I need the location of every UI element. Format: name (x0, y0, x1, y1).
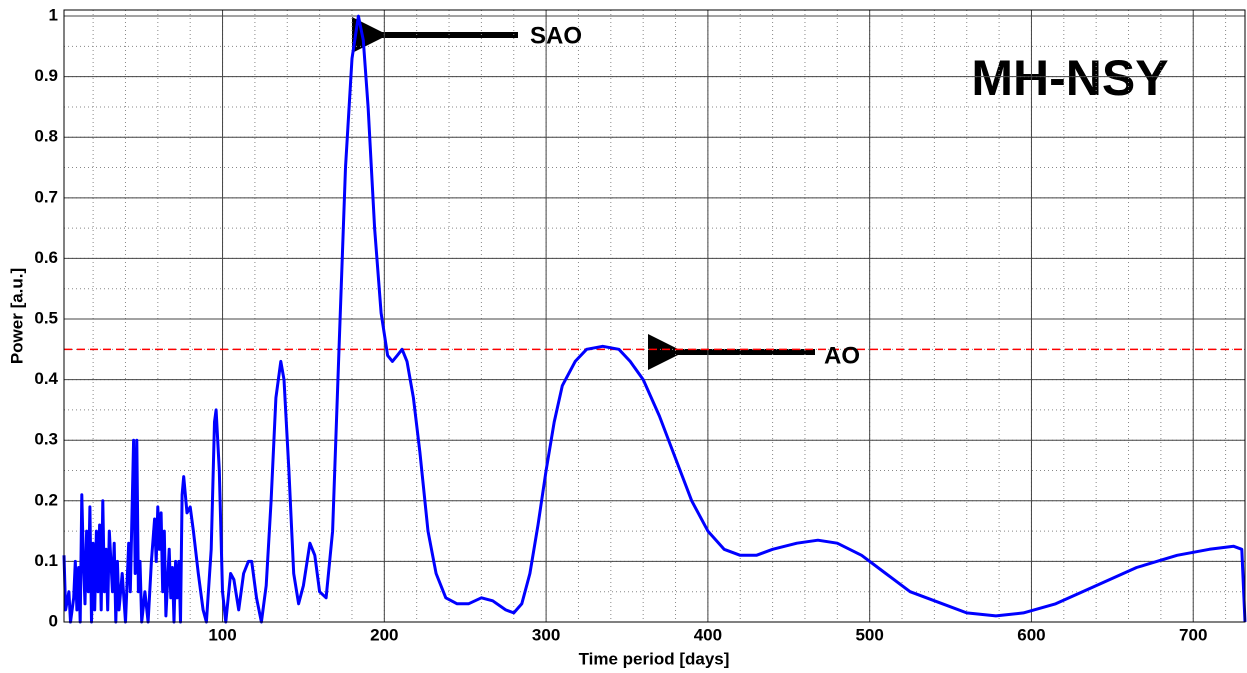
y-tick-label: 0 (49, 611, 58, 630)
y-tick-label: 0.3 (34, 430, 58, 449)
data-line (62, 14, 1247, 624)
plot-area (63, 9, 1246, 623)
x-axis-label: Time period [days] (579, 649, 730, 668)
y-tick-label: 0.9 (34, 66, 58, 85)
y-tick-label: 0.7 (34, 187, 58, 206)
x-tick-label: 600 (1017, 625, 1045, 644)
x-tick-label: 400 (694, 625, 722, 644)
x-tick-label: 500 (855, 625, 883, 644)
y-tick-label: 0.8 (34, 127, 58, 146)
annotation: AO (824, 342, 860, 369)
plot-frame (63, 9, 1246, 623)
annotation: SAO (530, 22, 582, 49)
y-tick-label: 0.5 (34, 309, 58, 328)
y-axis-label: Power [a.u.] (7, 268, 26, 364)
y-tick-label: 1 (49, 6, 58, 25)
y-tick-label: 0.4 (34, 369, 58, 388)
y-tick-label: 0.2 (34, 490, 58, 509)
chart-title: MH-NSY (971, 50, 1168, 106)
x-tick-label: 200 (370, 625, 398, 644)
y-tick-label: 0.1 (34, 551, 58, 570)
x-tick-label: 700 (1179, 625, 1207, 644)
x-tick-label: 100 (208, 625, 236, 644)
y-tick-label: 0.6 (34, 248, 58, 267)
x-tick-label: 300 (532, 625, 560, 644)
